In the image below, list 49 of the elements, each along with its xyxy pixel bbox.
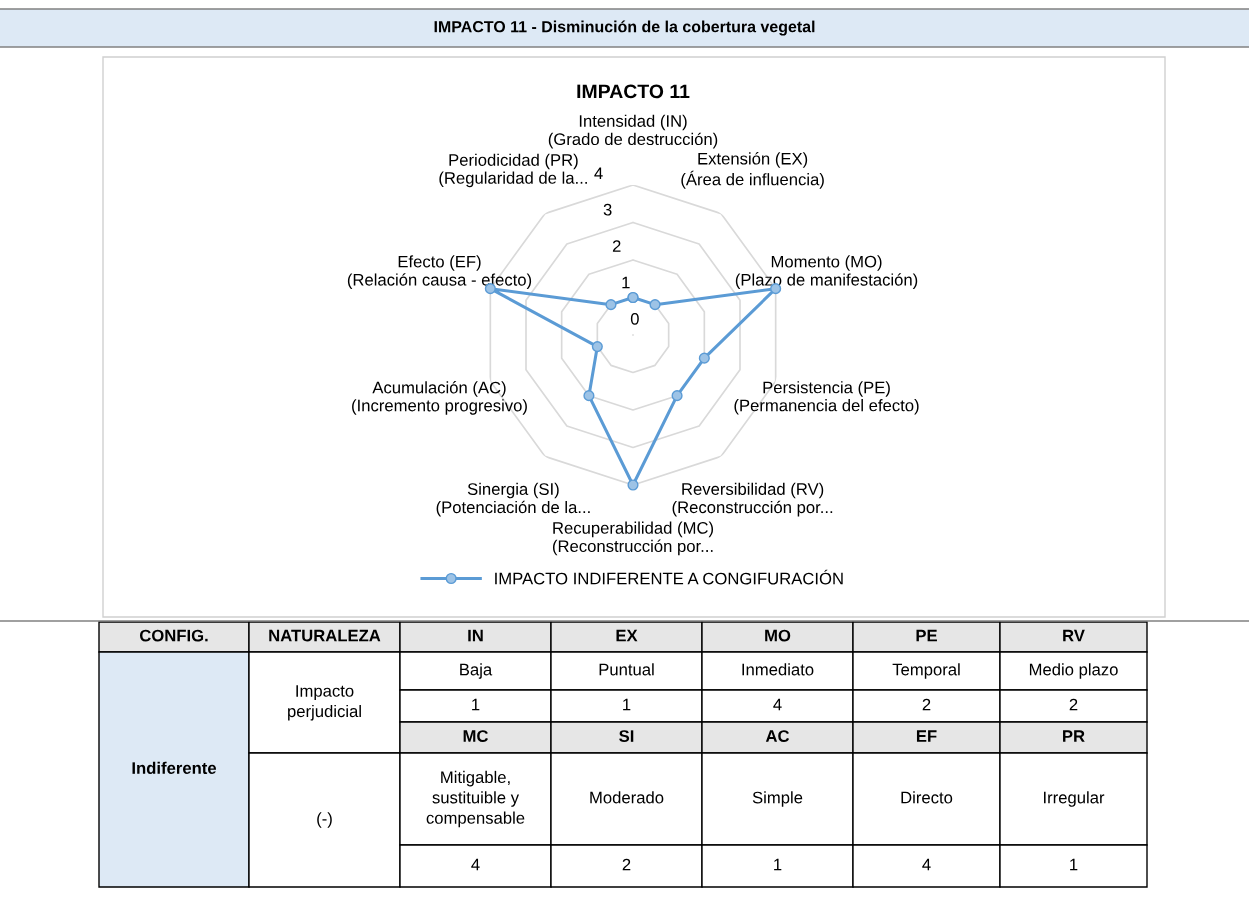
text: 4 [922,858,931,871]
spoke-label: Acumulación (AC) (Incremento progresivo) [352,381,527,415]
spoke-label: Extensión (EX) (Área de influencia) [681,152,824,189]
text: SI [619,730,634,742]
text: 1 [1070,858,1078,871]
spoke-label: Efecto (EF) (Relación causa - efecto) [347,255,532,289]
spoke-label: Momento (MO) (Plazo de manifestación) [735,255,918,289]
text: IN [468,629,483,642]
text: Irregular [1044,791,1105,807]
text: Simple [752,791,803,807]
text: Inmediato [742,663,814,676]
legend-label: IMPACTO INDIFERENTE A CONGIFURACIÓN [495,569,843,585]
text: Temporal [892,663,960,679]
spoke-label: Intensidad (IN) (Grado de destrucción) [548,114,718,149]
text: PE [916,629,937,642]
spoke-label: Recuperabilidad (MC) (Reconstrucción por... [552,521,714,556]
text: 4 [471,858,480,871]
text: 2 [922,698,931,711]
text: Puntual [599,663,654,676]
text: PR [1063,730,1085,742]
text: MC [463,730,488,742]
chart-subtitle: IMPACTO 11 [577,84,690,99]
spoke-label: Persistencia (PE) (Permanencia del efecto) [734,381,919,415]
y-tick-label: 0 [630,312,639,325]
text: 2 [1069,698,1078,711]
spoke-label: Periodicidad (PR) (Regularidad de la... [439,153,587,188]
text: Baja [460,663,493,679]
y-tick-label: 3 [603,203,612,216]
text: CONFIG. [139,629,208,642]
text: Moderado [590,791,664,804]
text: 2 [622,858,631,871]
text: 4 [773,698,782,711]
text: (-) [317,812,332,828]
text: 1 [774,858,782,871]
text: Directo [901,791,953,804]
text: AC [765,730,790,742]
text: NATURALEZA [269,629,381,642]
spoke-label: Sinergia (SI) (Potenciación de la... [436,482,590,517]
text: RV [1063,629,1085,642]
text: Indiferente [132,761,217,774]
text: Medio plazo [1029,663,1118,679]
spoke-label: Reversibilidad (RV) (Reconstrucción por... [672,482,833,517]
text: MO [765,629,791,642]
text: Mitigable, sustituible y compensable [426,770,525,828]
text: EF [916,730,937,742]
chart-title: IMPACTO 11 - Disminución de la cobertura vegetal [434,20,815,36]
text: Impacto perjudicial [288,685,361,721]
text: 1 [472,698,480,711]
text: EX [616,629,638,642]
